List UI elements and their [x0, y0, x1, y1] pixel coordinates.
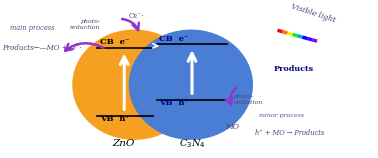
Text: Visible light: Visible light — [290, 2, 336, 24]
Text: VB  h⁺: VB h⁺ — [100, 115, 130, 123]
Text: C$_3$N$_4$: C$_3$N$_4$ — [179, 137, 206, 150]
Ellipse shape — [72, 30, 197, 140]
Text: minor process: minor process — [259, 113, 304, 118]
Text: h⁺ + MO → Products: h⁺ + MO → Products — [255, 129, 324, 137]
Text: CB  e⁻: CB e⁻ — [100, 38, 129, 46]
Text: Products←—MO + O⁻·: Products←—MO + O⁻· — [3, 44, 82, 52]
Text: O₂⁻·: O₂⁻· — [129, 12, 144, 20]
Text: MO: MO — [225, 123, 239, 131]
Text: VB  h⁺: VB h⁺ — [159, 99, 189, 107]
Text: photo-
reduction: photo- reduction — [70, 19, 101, 30]
Ellipse shape — [129, 30, 253, 140]
Text: CB  e⁻: CB e⁻ — [159, 35, 188, 43]
Text: ZnO: ZnO — [112, 139, 134, 148]
Text: photo-
oxidation: photo- oxidation — [234, 94, 263, 105]
Text: main process: main process — [10, 24, 54, 32]
Text: Products: Products — [274, 65, 314, 73]
